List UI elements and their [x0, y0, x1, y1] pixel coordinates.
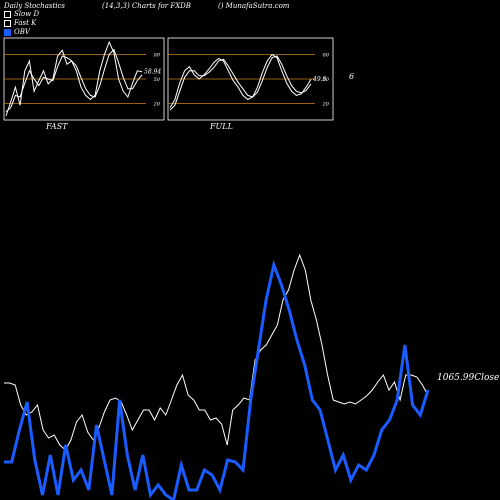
full-y-tick: 50 [323, 77, 330, 83]
full-series-0 [169, 53, 312, 108]
legend-swatch [4, 28, 11, 36]
full-series-1 [169, 55, 312, 111]
full-last-value-label: 49.8 [312, 76, 327, 83]
close-value-label: 1065.99Close [437, 373, 500, 383]
fast-y-tick: 50 [154, 77, 161, 83]
legend-swatch [4, 10, 11, 18]
fast-y-tick: 20 [153, 102, 161, 108]
series-obv-line [4, 259, 430, 500]
fast-series-1 [5, 48, 143, 113]
fast-series-0 [5, 40, 143, 117]
chart-params: (14,3,3) Charts for FXDB [102, 2, 191, 10]
legend-obv: OBV [4, 28, 30, 36]
chart-title: Daily Stochastics [4, 2, 66, 10]
full-y-tick: 20 [322, 102, 330, 108]
legend-slow-d: Slow D [4, 10, 39, 18]
site-credit: () MunafaSutra.com [218, 2, 290, 10]
full-panel-label: FULL [210, 122, 233, 131]
legend-label: Slow D [14, 10, 40, 18]
legend-swatch [4, 19, 11, 27]
full-y-tick: 80 [323, 52, 330, 58]
legend-label: OBV [14, 28, 30, 36]
legend-fast-k: Fast K [4, 19, 36, 27]
extra-label: 6 [349, 72, 355, 81]
legend-label: Fast K [14, 19, 37, 27]
series-close-line [4, 253, 429, 451]
fast-last-value-label: 58.94 [144, 69, 161, 76]
fast-y-tick: 80 [154, 52, 161, 58]
fast-panel-label: FAST [46, 122, 68, 131]
